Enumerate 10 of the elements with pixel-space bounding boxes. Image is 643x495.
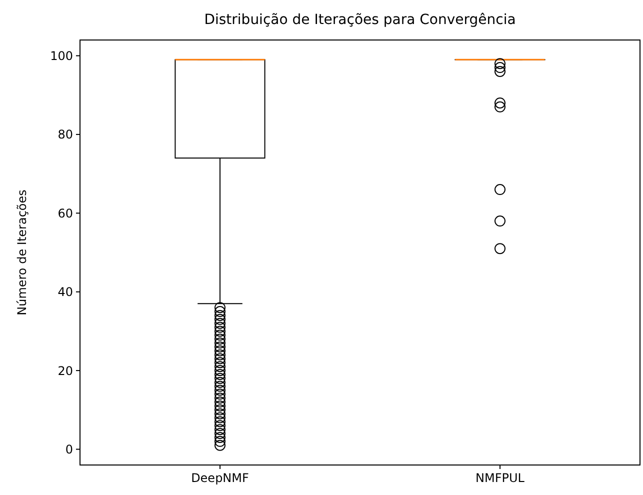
y-tick-label: 20: [58, 364, 73, 378]
y-tick-label: 0: [65, 442, 73, 456]
y-tick-label: 100: [50, 48, 73, 63]
chart-title: Distribuição de Iterações para Convergência: [204, 12, 516, 28]
y-tick-label: 80: [58, 128, 73, 142]
y-tick-label: 40: [58, 285, 73, 300]
y-axis-title: Número de Iterações: [15, 190, 29, 316]
x-tick-label: NMFPUL: [476, 471, 525, 485]
x-tick-label: DeepNMF: [191, 471, 250, 485]
y-tick-label: 60: [58, 206, 73, 220]
